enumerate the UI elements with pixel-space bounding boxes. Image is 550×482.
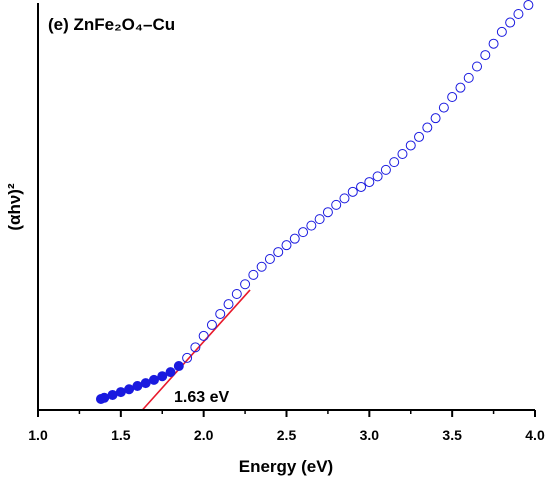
- chart-title: (e) ZnFe₂O₄–Cu: [48, 15, 175, 34]
- data-point: [364, 177, 375, 188]
- x-tick-label: 3.5: [442, 427, 462, 443]
- data-point: [430, 113, 441, 124]
- data-point: [488, 38, 499, 49]
- data-point: [190, 342, 201, 353]
- data-point: [455, 82, 466, 93]
- fit-line: [141, 289, 251, 411]
- data-point: [157, 371, 168, 382]
- y-axis-label: (αhν)²: [5, 183, 24, 231]
- x-tick-label: 1.0: [28, 427, 48, 443]
- data-point: [298, 227, 309, 238]
- data-point: [165, 367, 176, 378]
- data-point: [331, 199, 342, 210]
- data-point: [231, 289, 242, 300]
- data-point: [463, 72, 474, 83]
- data-point: [438, 102, 449, 113]
- data-point: [281, 240, 292, 251]
- data-point: [132, 380, 143, 391]
- x-tick-label: 2.0: [194, 427, 214, 443]
- data-point: [480, 50, 491, 61]
- data-point: [389, 157, 400, 168]
- data-point: [173, 361, 184, 372]
- data-point: [447, 92, 458, 103]
- data-point: [322, 207, 333, 218]
- data-point: [505, 17, 516, 28]
- data-point: [240, 279, 251, 290]
- data-point: [264, 254, 275, 265]
- data-point: [347, 186, 358, 197]
- data-point: [405, 140, 416, 151]
- data-point: [124, 384, 135, 395]
- data-point: [523, 0, 534, 11]
- data-point: [148, 374, 159, 385]
- data-point: [414, 131, 425, 142]
- data-point: [472, 61, 483, 72]
- x-tick-label: 1.5: [111, 427, 131, 443]
- data-point: [289, 233, 300, 244]
- data-point: [422, 122, 433, 133]
- x-tick-label: 2.5: [277, 427, 297, 443]
- data-point: [372, 171, 383, 182]
- data-point: [198, 330, 209, 341]
- data-point: [107, 389, 118, 400]
- data-point: [339, 193, 350, 204]
- data-point: [513, 8, 524, 19]
- data-point: [356, 181, 367, 192]
- data-point: [314, 214, 325, 225]
- data-point: [380, 164, 391, 175]
- data-point: [397, 148, 408, 159]
- data-point: [215, 308, 226, 319]
- x-tick-label: 3.0: [360, 427, 380, 443]
- data-point: [496, 26, 507, 37]
- x-axis-label: Energy (eV): [239, 457, 333, 476]
- data-point: [256, 261, 267, 272]
- data-point: [115, 387, 126, 398]
- x-tick-label: 4.0: [525, 427, 545, 443]
- data-point: [206, 319, 217, 330]
- data-point: [223, 299, 234, 310]
- annotation: 1.63 eV: [174, 389, 229, 406]
- data-point: [306, 220, 317, 231]
- data-point: [182, 352, 193, 363]
- data-point: [273, 247, 284, 258]
- data-point: [140, 378, 151, 389]
- data-point: [248, 269, 259, 280]
- data-point: [99, 392, 110, 403]
